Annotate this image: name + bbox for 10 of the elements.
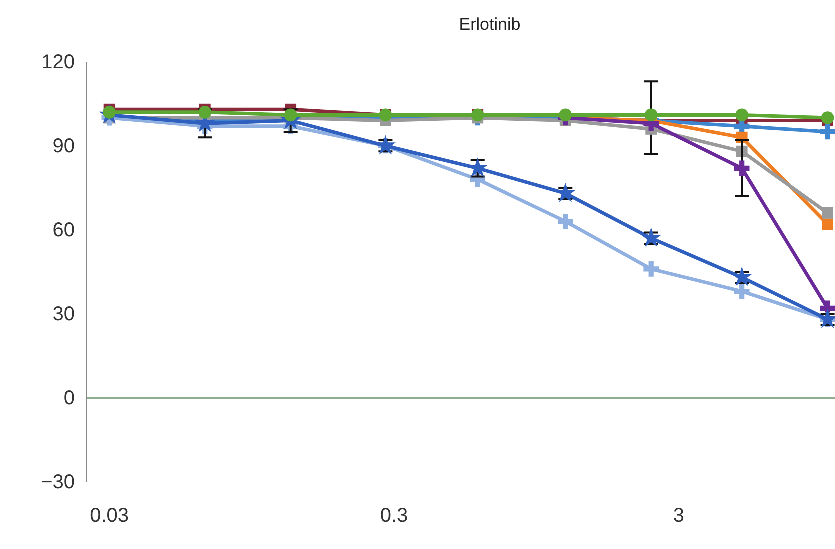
y-tick-label: 120 (42, 51, 75, 74)
y-tick-label: 30 (52, 303, 75, 326)
x-tick-label: 3 (673, 505, 684, 528)
y-tick-label: 90 (52, 135, 75, 158)
y-tick-label: 60 (52, 219, 75, 242)
chart-title: Erlotinib (459, 15, 521, 34)
y-tick-label: −30 (41, 471, 75, 494)
y-tick-label: 0 (64, 387, 75, 410)
x-tick-label: 0.3 (380, 505, 408, 528)
x-tick-label: 0.03 (90, 505, 130, 528)
